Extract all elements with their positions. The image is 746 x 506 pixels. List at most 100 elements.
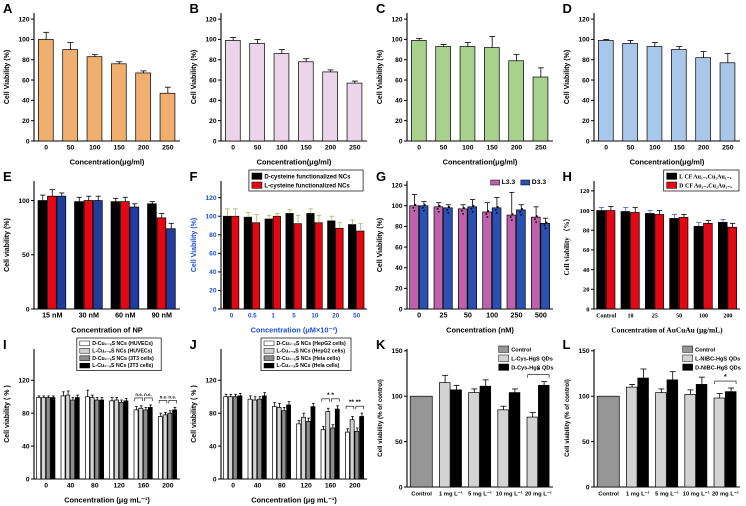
panel-label-B: B	[189, 1, 199, 16]
bar	[285, 404, 291, 480]
bar	[276, 407, 281, 480]
bar	[516, 209, 526, 310]
x-tick-label: 150	[486, 145, 498, 152]
legend-swatch	[263, 362, 274, 369]
y-tick-label: 120	[578, 16, 589, 23]
bar	[143, 409, 148, 480]
bar	[491, 207, 502, 310]
x-tick-label: 20	[332, 313, 339, 320]
plot-area: 0 20 40 60 80 100 120 Cell Viability (%) 0 50 100 1…	[4, 13, 180, 167]
x-axis-label: Concentration of AuCuAu (μg/mL)	[611, 326, 723, 335]
x-tick-label: 20 mg L⁻¹	[711, 491, 738, 498]
bar	[457, 208, 468, 310]
y-tick-label: 40	[22, 443, 30, 450]
x-tick-label: 0	[44, 145, 48, 152]
x-axis-label: Concentration(μg/ml)	[70, 158, 145, 167]
y-tick-label: 100	[391, 37, 402, 44]
x-tick-label: 15 nM	[42, 311, 62, 320]
bar	[693, 225, 703, 310]
legend-swatch	[263, 348, 274, 354]
x-tick-label: 10	[627, 314, 633, 320]
bar	[62, 49, 78, 142]
bar	[439, 382, 451, 488]
x-tick-label: 50	[253, 145, 261, 152]
bar	[355, 230, 364, 310]
x-axis-label: Concentration (μg mL⁻¹)	[64, 496, 150, 505]
chart-container-J: 0 40 80 120 Cell viability ( % ) 0 40 80 120 160 2…	[187, 336, 374, 506]
bar	[65, 394, 71, 480]
bar	[295, 423, 301, 480]
bar	[409, 395, 433, 488]
scatter-dot	[413, 209, 416, 212]
bar	[497, 409, 509, 488]
legend-label: D CF Au₁₋ₓCu₂Au₁₋ₓ	[679, 184, 732, 190]
plot-area: 0 40 80 120 Cell viability ( % ) 0 40 80 120 160 2…	[4, 349, 180, 505]
y-tick-label: 60	[395, 244, 403, 251]
chart-I: 0 40 80 120 Cell viability ( % ) 0 40 80 120 160 2…	[4, 337, 180, 505]
bar	[305, 213, 315, 310]
scatter-dot	[461, 209, 463, 212]
panel-E: E 0 50 100 Cell viability (%) 15 nM 30 nM 60 n…	[0, 168, 187, 336]
scatter-dot	[438, 204, 441, 207]
bar	[93, 200, 103, 310]
x-tick-label: 250	[535, 145, 547, 152]
y-tick-label: 150	[391, 348, 402, 355]
significance-annotation: n.s. n.s.	[135, 392, 151, 397]
scatter-dot	[496, 211, 498, 214]
y-tick-label: 0	[585, 138, 589, 145]
legend-label: L-Cu₂₋ₓS NCs (Hela cells)	[276, 363, 339, 369]
bar	[636, 377, 649, 488]
scatter-dot	[423, 203, 426, 206]
bar	[94, 399, 100, 480]
y-tick-label: 150	[578, 348, 589, 355]
panel-G: G 0 20 40 60 80 100 120 Cell Viability (%) 0 25 50…	[373, 168, 560, 336]
scatter-dot	[544, 227, 547, 230]
legend-label: L-Cu₂₋ₓS NCs (3T3 cells)	[92, 363, 153, 369]
bar	[118, 402, 124, 480]
bar	[695, 384, 707, 488]
y-tick-label: 80	[209, 232, 217, 239]
x-tick-label: 500	[535, 311, 547, 320]
x-tick-label: Control	[598, 492, 619, 498]
chart-container-F: 0 20 40 60 80 100 120 Cell Viability (%) 0 0.5 1 5 1…	[187, 168, 374, 336]
x-tick-label: 20 mg L⁻¹	[525, 491, 552, 498]
y-axis-label: Cell Viability (%)	[4, 50, 11, 104]
x-tick-label: 60 nM	[115, 311, 135, 320]
y-tick-label: 80	[395, 57, 403, 64]
y-tick-label: 100	[579, 208, 590, 215]
legend: L3.3 D3.3	[490, 179, 546, 186]
chart-J: 0 40 80 120 Cell viability ( % ) 0 40 80 120 160 2…	[191, 337, 367, 505]
x-tick-label: 250	[162, 145, 174, 152]
panel-label-A: A	[3, 1, 13, 16]
bar	[222, 396, 228, 480]
y-tick-label: 50	[395, 439, 403, 446]
legend-label: D-cysteine functionalized NCs	[264, 175, 351, 181]
y-tick-label: 20	[582, 287, 589, 294]
legend-label: Control	[695, 348, 715, 354]
y-tick-label: 0	[399, 484, 403, 491]
bar	[261, 395, 267, 480]
scatter-dot	[436, 207, 439, 210]
chart-C: 0 20 40 60 80 100 120 Cell Viability (%) 0 50 100 1…	[377, 13, 553, 167]
x-tick-label: 200	[324, 145, 336, 152]
y-tick-label: 120	[391, 182, 402, 189]
x-tick-label: 50	[626, 145, 634, 152]
x-tick-label: 0	[231, 145, 235, 152]
scatter-dot	[472, 204, 475, 207]
bar	[264, 218, 273, 310]
panel-label-J: J	[189, 337, 197, 352]
scatter-dot	[534, 218, 536, 221]
plot-area: 0 20 40 60 80 100 120 Cell viability （%） Control…	[563, 181, 740, 335]
x-tick-label: 1	[271, 313, 275, 320]
x-tick-label: 100	[649, 145, 661, 152]
bar	[329, 427, 335, 480]
bar	[621, 43, 638, 142]
y-axis-label: Cell viability (% of control)	[377, 379, 384, 457]
y-tick-label: 0	[399, 306, 403, 313]
panel-label-C: C	[376, 1, 386, 16]
y-tick-label: 20	[395, 286, 403, 293]
legend: D-Cu₂₋ₓS NCs (HUVECs)L-Cu₂₋ₓS NCs (HUVEC…	[76, 337, 162, 371]
x-tick-label: 50	[67, 145, 75, 152]
y-axis-label: Cell viability ( % )	[191, 385, 198, 443]
bar	[232, 396, 238, 480]
